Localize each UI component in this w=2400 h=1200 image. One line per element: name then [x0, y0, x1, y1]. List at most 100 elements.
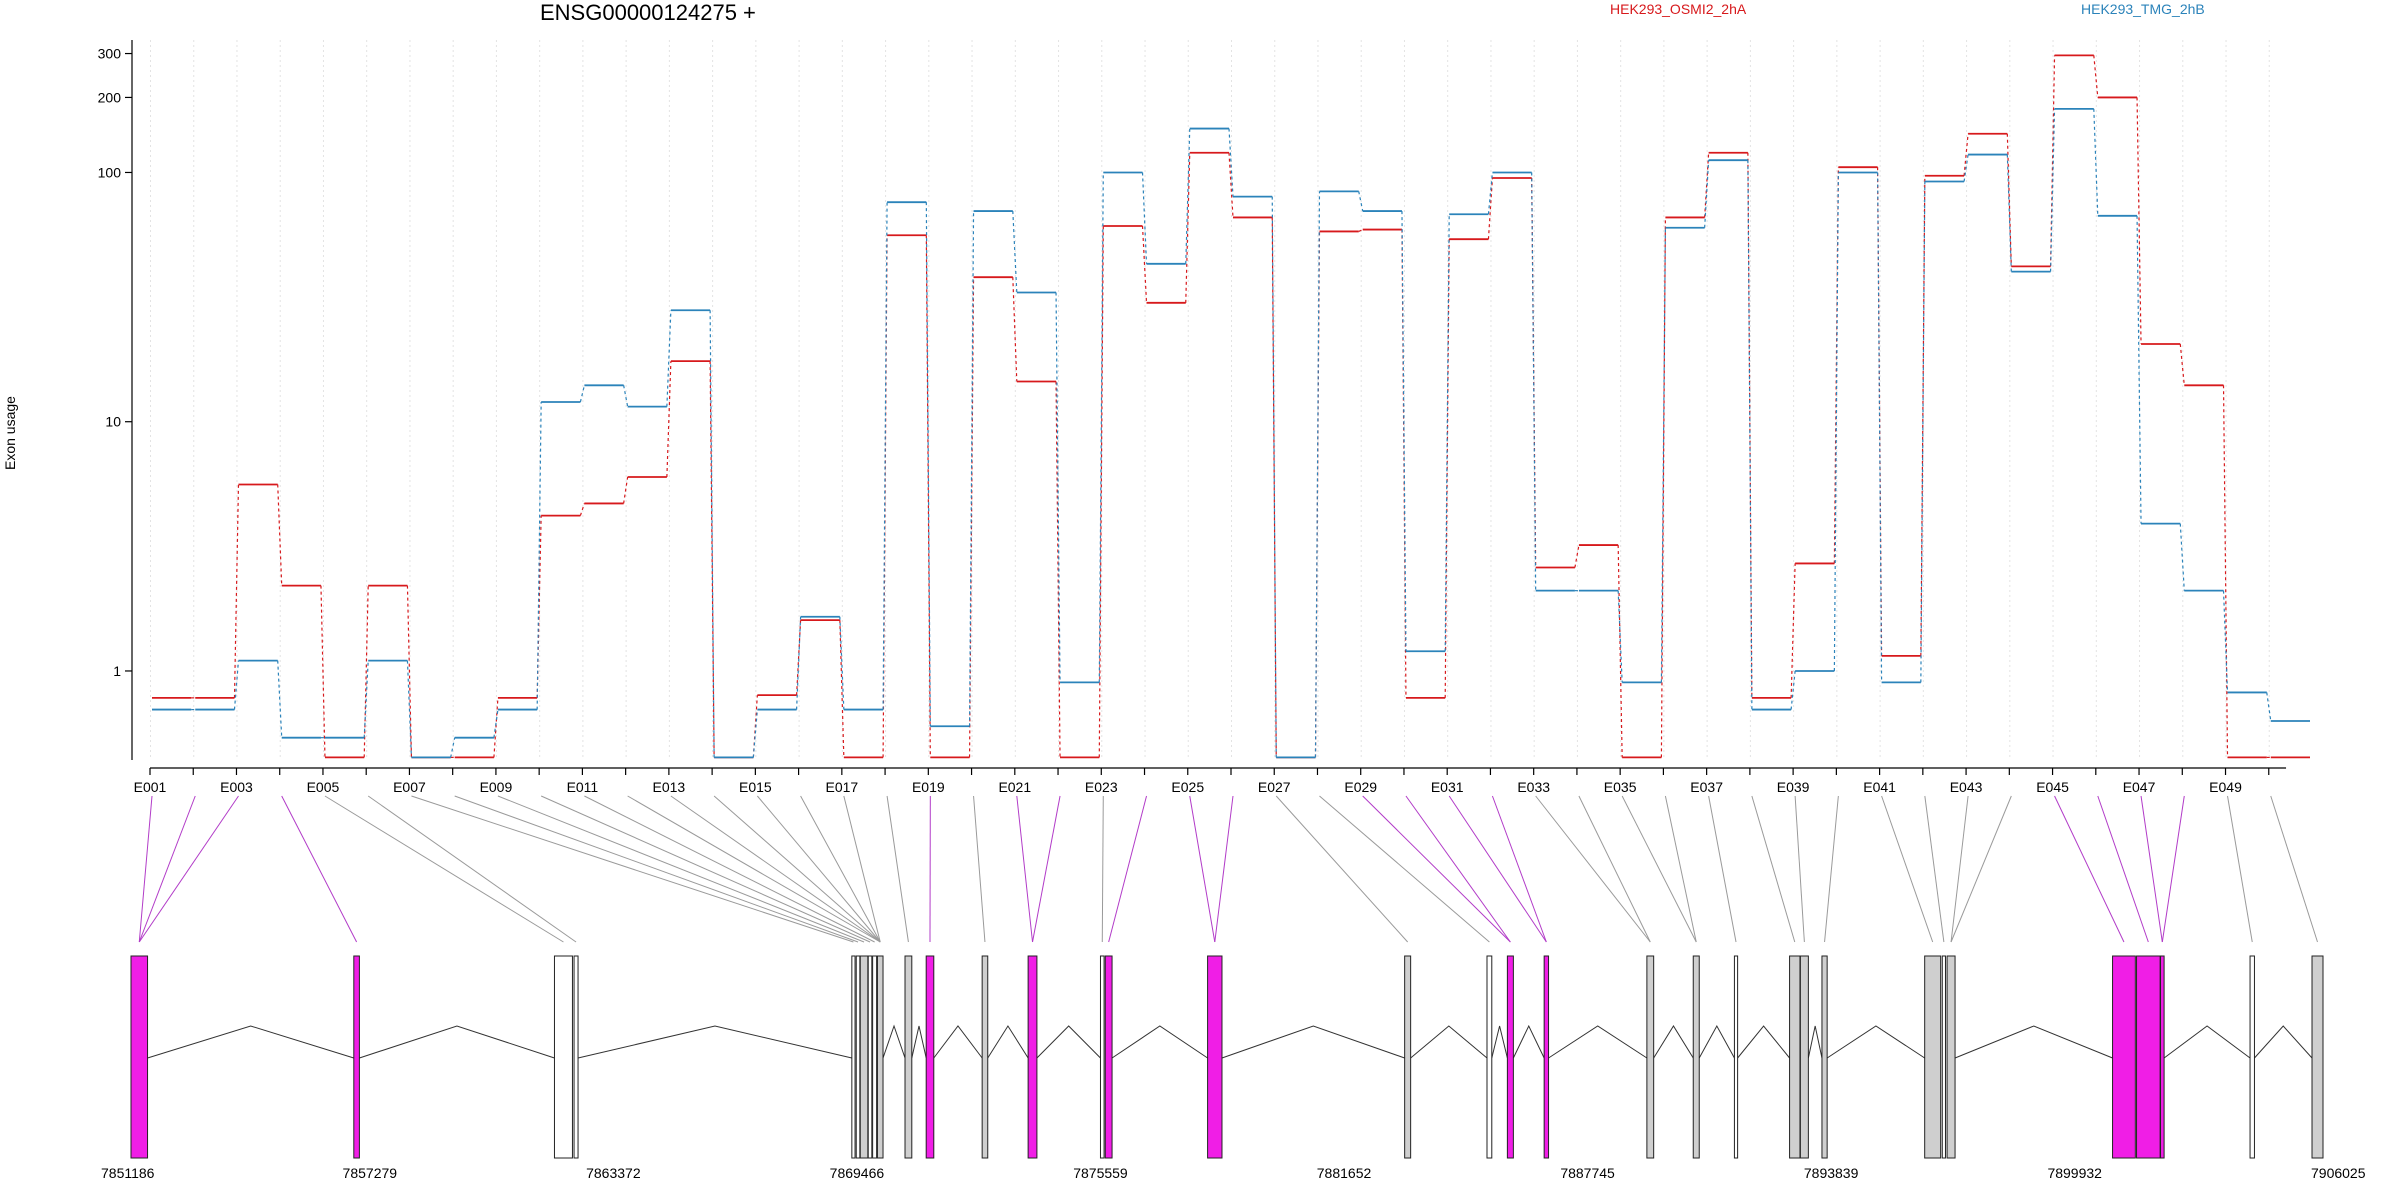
exon-link-line — [1950, 795, 2012, 943]
y-tick-label: 200 — [98, 89, 122, 105]
series-connector — [1574, 544, 1580, 568]
series-connector — [1012, 277, 1018, 382]
exon-link-line — [1535, 795, 1651, 943]
genomic-coordinate-label: 7906025 — [2311, 1165, 2366, 1181]
intron-line — [1410, 1025, 1488, 1059]
intron-line — [2163, 1025, 2251, 1059]
series-connector — [1012, 211, 1018, 293]
x-tick-label: E025 — [1171, 779, 1204, 795]
series-connector — [2093, 108, 2099, 216]
series-connector — [2222, 385, 2229, 758]
intron-line — [987, 1025, 1029, 1059]
exon-box — [573, 955, 579, 1159]
x-tick-label: E027 — [1258, 779, 1291, 795]
intron-line — [147, 1025, 354, 1059]
x-tick-label: E011 — [567, 779, 599, 795]
exon-box — [1543, 955, 1550, 1159]
exon-box — [1207, 955, 1223, 1159]
series-connector — [1531, 172, 1537, 591]
exon-box — [1646, 955, 1655, 1159]
x-tick-label: E015 — [739, 779, 772, 795]
intron-line — [911, 1025, 927, 1059]
x-tick-label: E037 — [1690, 779, 1723, 795]
exon-box — [1692, 955, 1700, 1159]
exon-box — [981, 955, 989, 1159]
exon-link-line — [584, 795, 875, 943]
exon-box — [1789, 955, 1801, 1159]
series-connector — [2006, 154, 2012, 272]
series-connector — [1055, 292, 1061, 683]
exon-box — [2160, 955, 2165, 1159]
series-connector — [709, 310, 715, 758]
exon-link-line — [454, 795, 859, 943]
exon-box — [1486, 955, 1493, 1159]
exon-box — [925, 955, 935, 1159]
series-connector — [233, 660, 240, 710]
series-connector — [320, 585, 326, 758]
x-tick-label: E035 — [1604, 779, 1637, 795]
intron-line — [359, 1025, 555, 1059]
intron-line — [1807, 1025, 1823, 1059]
exon-link-line — [1708, 795, 1737, 943]
exon-box — [2249, 955, 2255, 1159]
exon-box — [1506, 955, 1514, 1159]
exon-link-line — [2161, 795, 2185, 943]
exon-box — [1799, 955, 1809, 1159]
genomic-coordinate-label: 7851186 — [101, 1165, 155, 1181]
exon-link-line — [1621, 795, 1697, 943]
x-tick-label: E005 — [307, 779, 340, 795]
exon-link-line — [843, 795, 881, 943]
series-connector — [363, 585, 369, 758]
intron-line — [1698, 1024, 1735, 1059]
exon-box — [353, 955, 360, 1159]
x-tick-label: E023 — [1085, 779, 1118, 795]
series-connector — [2266, 692, 2272, 722]
intron-line — [1737, 1025, 1790, 1059]
exon-box — [1027, 955, 1038, 1159]
x-tick-label: E045 — [2036, 779, 2069, 795]
exon-link-line — [1491, 795, 1547, 943]
legend-entry-osmi2: HEK293_OSMI2_2hA — [1610, 1, 1747, 17]
exon-link-line — [1664, 795, 1697, 943]
series-connector — [752, 709, 758, 758]
series-connector — [493, 697, 499, 758]
intron-line — [1826, 1025, 1925, 1059]
exon-box — [553, 955, 573, 1159]
series-connector — [1358, 229, 1363, 232]
x-tick-label: E041 — [1863, 779, 1896, 795]
exon-box — [872, 955, 878, 1159]
intron-line — [1548, 1025, 1648, 1059]
series-connector — [2006, 133, 2012, 267]
genomic-coordinate-label: 7857279 — [343, 1165, 398, 1181]
x-tick-label: E017 — [825, 779, 858, 795]
genomic-coordinate-label: 7899932 — [2047, 1165, 2102, 1181]
series-connector — [623, 476, 629, 504]
exon-link-line — [1101, 795, 1104, 943]
exon-link-line — [1032, 795, 1061, 943]
x-tick-label: E029 — [1344, 779, 1377, 795]
exon-link-line — [1881, 795, 1934, 943]
y-tick-label: 100 — [98, 164, 122, 180]
series-connector — [882, 202, 888, 710]
intron-line — [1491, 1025, 1508, 1059]
series-connector — [2136, 97, 2142, 345]
x-tick-label: E013 — [653, 779, 686, 795]
genomic-coordinate-label: 7881652 — [1317, 1165, 1372, 1181]
exon-box — [1946, 955, 1956, 1159]
series-connector — [1963, 154, 1969, 182]
series-connector — [1401, 211, 1407, 652]
exon-box — [855, 955, 861, 1159]
genomic-coordinate-label: 7893839 — [1804, 1165, 1859, 1181]
series-connector — [1487, 172, 1494, 215]
genomic-coordinate-label: 7887745 — [1560, 1165, 1615, 1181]
exon-link-line — [670, 795, 881, 943]
exon-box — [1104, 955, 1113, 1159]
exon-link-line — [281, 795, 358, 943]
series-connector — [752, 695, 758, 758]
series-connector — [493, 709, 499, 738]
exon-link-line — [2097, 795, 2149, 943]
x-tick-label: E039 — [1777, 779, 1810, 795]
series-connector — [1833, 172, 1839, 671]
